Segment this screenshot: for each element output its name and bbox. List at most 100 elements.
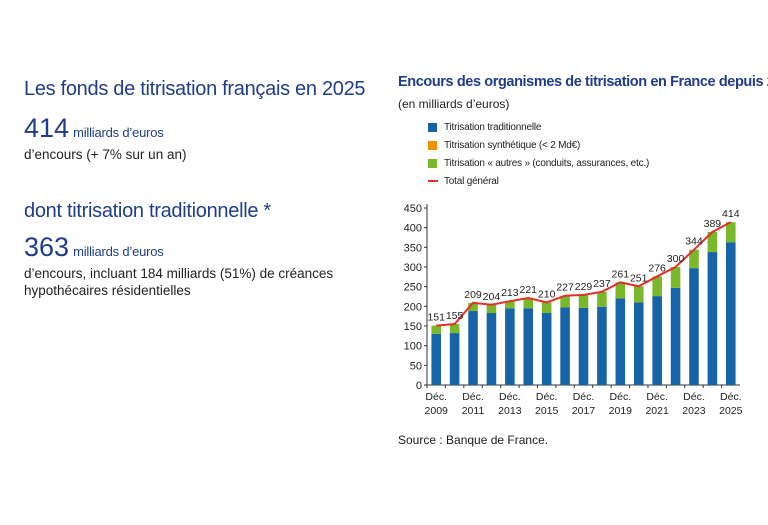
chart-legend: Titrisation traditionnelle Titrisation s… [428,118,649,190]
legend-swatch-synthetic [428,140,437,150]
bar-segment-traditional [523,308,534,385]
total-data-label: 227 [556,282,574,294]
bar-segment-traditional [726,242,736,385]
bar-segment-traditional [505,308,515,385]
traditional-description: d’encours, incluant 184 milliards (51%) … [24,266,334,298]
legend-label-synthetic: Titrisation synthétique (< 2 Md€) [444,139,581,151]
y-tick-label: 300 [404,262,422,274]
total-line [436,221,732,327]
x-tick-label: 2011 [462,405,485,417]
bar-segment-other [431,325,441,334]
legend-label-traditional: Titrisation traditionnelle [444,121,542,133]
total-data-label: 414 [722,208,740,220]
heading-titrisation-2025: Les fonds de titrisation français en 202… [24,78,366,100]
legend-swatch-total [428,180,438,182]
bar-segment-traditional [670,287,681,385]
bar-segment-traditional [578,307,589,385]
bar-segment-traditional [615,298,626,385]
bar-segment-other [449,324,460,334]
x-tick-label: Déc. [573,391,595,403]
chart-subtitle: (en milliards d’euros) [398,97,510,111]
x-tick-label: Déc. [425,391,447,403]
x-tick-label: 2013 [498,405,522,417]
x-tick-label: 2019 [609,405,633,417]
y-tick-label: 200 [404,301,422,313]
y-tick-label: 0 [416,380,422,392]
bar-segment-other [505,301,515,309]
bar-segment-traditional [597,306,607,385]
total-data-label: 261 [612,268,630,280]
bar-segment-traditional [707,252,718,385]
bar-segment-other [578,294,589,308]
total-description: d’encours (+ 7% sur un an) [24,147,187,162]
bar-segment-traditional [431,333,441,385]
bar-segment-other [726,222,736,243]
y-tick-label: 350 [404,242,422,254]
x-tick-label: Déc. [610,391,632,403]
total-data-label: 210 [538,288,556,300]
legend-item-synthetic: Titrisation synthétique (< 2 Md€) [428,136,649,154]
bar-segment-other [633,286,644,303]
bar-segment-other [560,295,570,308]
bar-segment-other [670,267,681,288]
bar-segment-other [486,304,497,314]
total-value: 414 [24,113,70,143]
bar-segment-other [707,231,718,253]
traditional-unit: milliards d’euros [73,244,164,259]
total-data-label: 213 [501,287,519,299]
bar-segment-traditional [652,296,662,385]
y-tick-label: 150 [404,321,422,333]
total-data-label: 251 [630,272,648,284]
x-tick-label: Déc. [462,391,484,403]
total-data-label: 389 [704,218,722,230]
total-data-label: 221 [519,284,537,296]
x-tick-label: Déc. [536,391,558,403]
total-data-label: 155 [446,310,464,322]
total-data-label: 300 [667,253,685,265]
bar-segment-traditional [449,333,460,385]
x-tick-label: Déc. [499,391,521,403]
traditional-outstanding-figure: 363 milliards d’euros [24,232,164,263]
y-tick-label: 400 [404,223,422,235]
chart-title: Encours des organismes de titrisation en… [398,74,768,90]
total-data-label: 276 [648,262,666,274]
y-tick-label: 250 [404,282,422,294]
bar-segment-traditional [541,313,552,385]
x-tick-label: 2017 [572,405,596,417]
x-tick-label: Déc. [646,391,668,403]
y-tick-label: 450 [404,203,422,215]
y-tick-label: 50 [410,360,422,372]
x-tick-label: Déc. [683,391,705,403]
total-outstanding-figure: 414 milliards d’euros [24,113,164,144]
x-tick-label: 2025 [719,405,743,417]
traditional-value: 363 [24,232,70,262]
legend-item-total: Total général [428,172,649,190]
total-data-label: 237 [593,278,611,290]
x-tick-label: 2023 [682,405,706,417]
x-tick-label: 2009 [425,405,449,417]
total-data-label: 151 [427,312,445,324]
x-tick-label: 2021 [645,405,669,417]
total-data-label: 204 [483,291,501,303]
bar-segment-other [541,302,552,314]
bar-segment-traditional [486,313,497,385]
legend-item-traditional: Titrisation traditionnelle [428,118,649,136]
bar-segment-other [615,282,626,299]
bar-segment-other [523,298,534,309]
x-tick-label: 2015 [535,405,559,417]
bar-segment-other [652,276,662,297]
legend-item-other: Titrisation « autres » (conduits, assura… [428,154,649,172]
bar-segment-traditional [560,307,570,385]
bar-segment-other [689,249,699,269]
total-data-label: 229 [575,281,593,293]
heading-traditional: dont titrisation traditionnelle * [24,200,271,222]
bar-segment-other [468,302,478,312]
bar-segment-traditional [633,302,644,385]
legend-swatch-other [428,158,437,168]
bar-segment-traditional [468,311,478,385]
bar-segment-other [597,291,607,307]
legend-label-other: Titrisation « autres » (conduits, assura… [444,157,650,169]
total-data-label: 344 [685,236,703,248]
legend-swatch-traditional [428,122,437,132]
source-note: Source : Banque de France. [398,433,549,447]
